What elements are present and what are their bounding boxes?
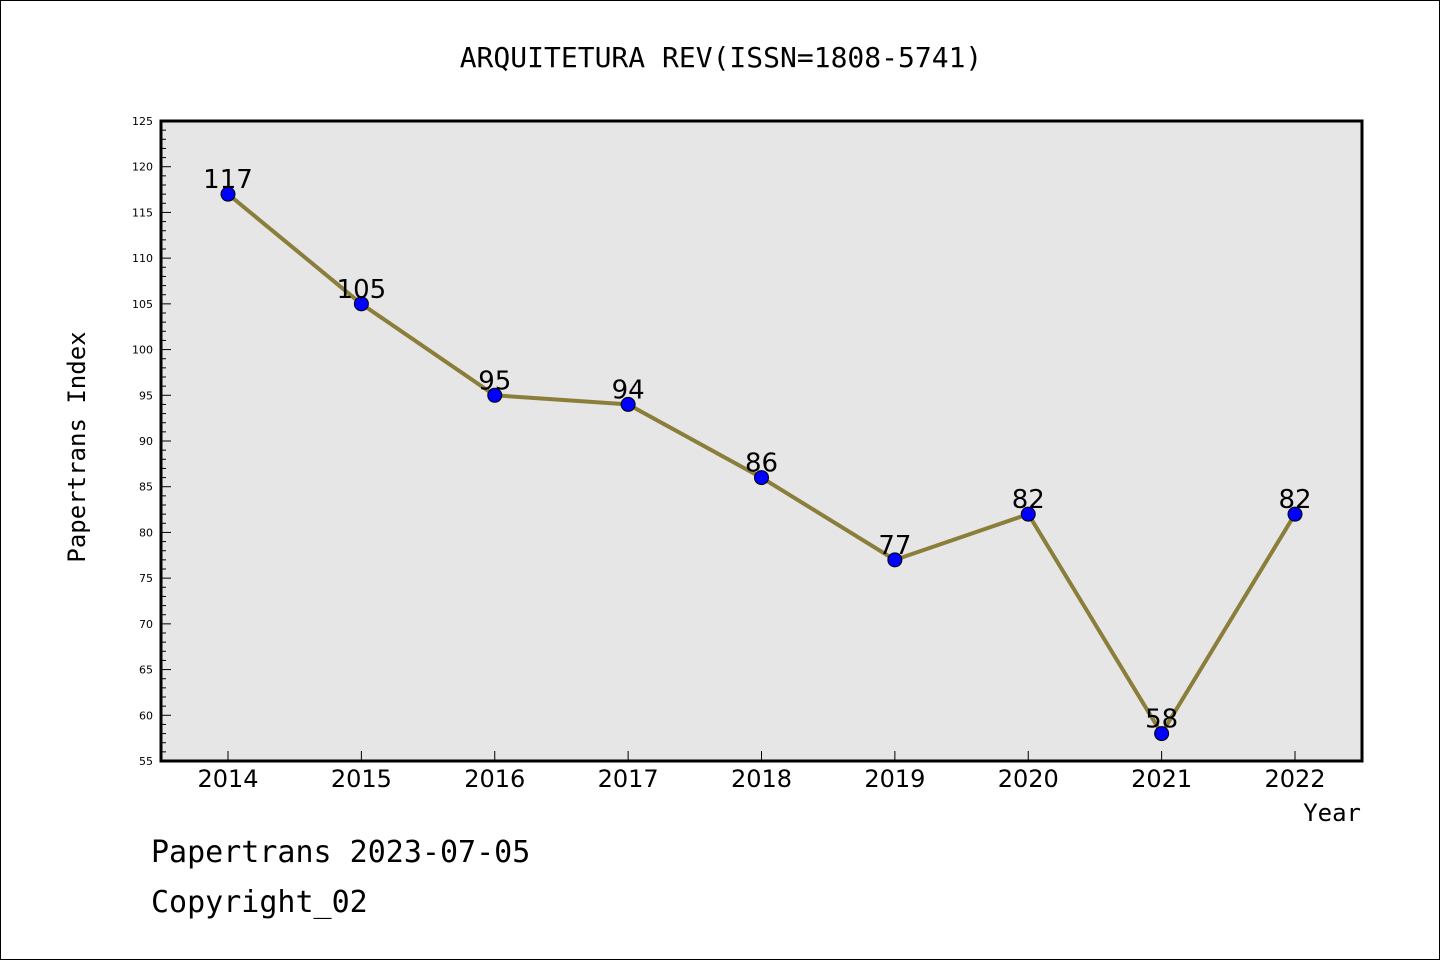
x-tick-label: 2015 [331,765,392,793]
chart-title: ARQUITETURA REV(ISSN=1808-5741) [460,41,983,74]
data-point-label: 82 [1278,485,1311,515]
data-point-label: 95 [478,366,511,396]
x-axis: 2014 2015 2016 2017 2018 2019 2020 2021 2022 [197,751,1326,793]
y-tick-label: 95 [139,389,153,402]
x-tick-label: 2018 [731,765,792,793]
y-tick-label: 70 [139,618,153,631]
data-point-marker [220,186,236,202]
x-tick-label: 2017 [598,765,659,793]
data-point-label: 105 [337,275,387,305]
footer-copyright-text: Copyright_02 [151,885,368,920]
data-point-marker [620,396,636,412]
y-tick-label: 75 [139,572,153,585]
y-tick-label: 105 [132,298,153,311]
footer-date-text: Papertrans 2023-07-05 [151,835,531,870]
x-axis-title: Year [1303,799,1361,827]
y-tick-label: 60 [139,709,153,722]
x-tick-label: 2020 [998,765,1059,793]
x-tick-label: 2022 [1264,765,1325,793]
y-tick-label: 65 [139,664,153,677]
y-axis-title: Papertrans Index [63,331,91,562]
y-tick-label: 110 [132,252,153,265]
data-point-label: 117 [203,165,253,195]
y-tick-label: 115 [132,206,153,219]
plot-area [159,119,1364,763]
y-tick-label: 100 [132,344,153,357]
x-tick-label: 2014 [197,765,258,793]
y-tick-label: 90 [139,435,153,448]
data-point-marker [1287,506,1303,522]
data-point-label: 86 [745,449,778,479]
y-tick-label: 55 [139,755,153,768]
x-tick-label: 2019 [864,765,925,793]
y-axis: 55 60 65 70 75 80 85 90 95 100 105 110 115 120 125 [132,115,171,768]
x-tick-label: 2016 [464,765,525,793]
data-series: 117 105 95 94 86 77 82 58 82 [203,165,1312,742]
data-point-label: 82 [1012,485,1045,515]
y-tick-label: 120 [132,161,153,174]
y-tick-label: 85 [139,481,153,494]
data-point-marker [1154,726,1170,742]
x-tick-label: 2021 [1131,765,1192,793]
y-tick-label: 80 [139,526,153,539]
data-point-marker [754,470,769,486]
data-point-label: 94 [612,375,645,405]
data-point-marker [887,552,903,568]
data-point-label: 58 [1145,705,1178,735]
data-point-marker [487,387,503,403]
data-point-marker [1020,506,1036,522]
y-tick-label: 125 [132,115,153,128]
data-point-marker [353,296,369,312]
data-point-label: 77 [878,531,911,561]
